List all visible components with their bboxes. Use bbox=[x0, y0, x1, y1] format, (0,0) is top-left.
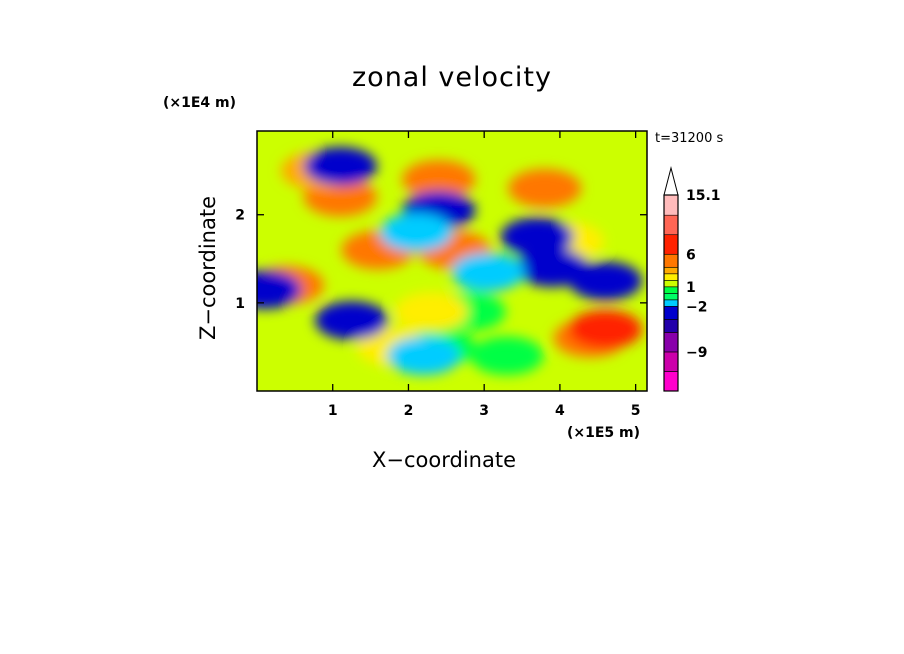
field-feature bbox=[500, 217, 574, 257]
field-feature bbox=[303, 146, 377, 186]
x-tick-label: 3 bbox=[479, 403, 489, 419]
colorbar-level bbox=[663, 299, 679, 307]
field-feature bbox=[386, 336, 461, 376]
y-axis-units: (×1E4 m) bbox=[163, 95, 237, 111]
colorbar-label: 1 bbox=[686, 280, 696, 296]
colorbar-level bbox=[663, 214, 679, 236]
plot-frame bbox=[256, 130, 648, 392]
colorbar-frame bbox=[663, 194, 679, 392]
colorbar-label: −2 bbox=[686, 299, 707, 315]
field-feature bbox=[568, 309, 643, 349]
colorbar-level bbox=[663, 286, 679, 294]
x-tick-label: 2 bbox=[404, 403, 414, 419]
colorbar-level bbox=[663, 194, 679, 216]
y-tick-label: 1 bbox=[235, 296, 245, 312]
chart-title: zonal velocity bbox=[352, 62, 552, 93]
field-feature bbox=[515, 248, 589, 287]
colorbar-label: 6 bbox=[686, 247, 696, 263]
field-feature bbox=[394, 292, 468, 332]
colorbar-level bbox=[663, 253, 679, 268]
field-feature bbox=[379, 212, 453, 252]
colorbar-level bbox=[663, 351, 679, 372]
field-feature bbox=[315, 301, 389, 340]
field-feature bbox=[257, 270, 302, 310]
x-tick-label: 4 bbox=[555, 403, 565, 419]
velocity-field bbox=[257, 131, 647, 391]
colorbar-label: 15.1 bbox=[686, 188, 721, 204]
colorbar-level bbox=[663, 332, 679, 353]
colorbar-level bbox=[663, 273, 679, 281]
axis-ticks: 1 2 3 4 5 1 2 bbox=[235, 131, 647, 419]
colorbar-level bbox=[663, 293, 679, 301]
x-tick-label: 1 bbox=[328, 403, 338, 419]
colorbar-level bbox=[663, 371, 679, 392]
colorbar-level bbox=[663, 280, 679, 288]
colorbar-level bbox=[663, 266, 679, 275]
field-feature bbox=[470, 336, 544, 376]
colorbar-label: −9 bbox=[686, 345, 707, 361]
colorbar-extend-arrow bbox=[663, 166, 679, 196]
field-feature bbox=[508, 168, 582, 208]
field-feature bbox=[451, 252, 525, 292]
colorbar: 15.1 6 1 −2 −9 bbox=[663, 166, 721, 392]
x-axis-units: (×1E5 m) bbox=[567, 425, 641, 441]
x-tick-label: 5 bbox=[631, 403, 641, 419]
time-annotation: t=31200 s bbox=[655, 131, 724, 146]
y-tick-label: 2 bbox=[235, 208, 245, 224]
field-feature bbox=[402, 160, 476, 199]
x-axis-label: X−coordinate bbox=[372, 448, 516, 472]
colorbar-level bbox=[663, 306, 679, 320]
colorbar-level bbox=[663, 319, 679, 333]
colorbar-level bbox=[663, 234, 679, 255]
